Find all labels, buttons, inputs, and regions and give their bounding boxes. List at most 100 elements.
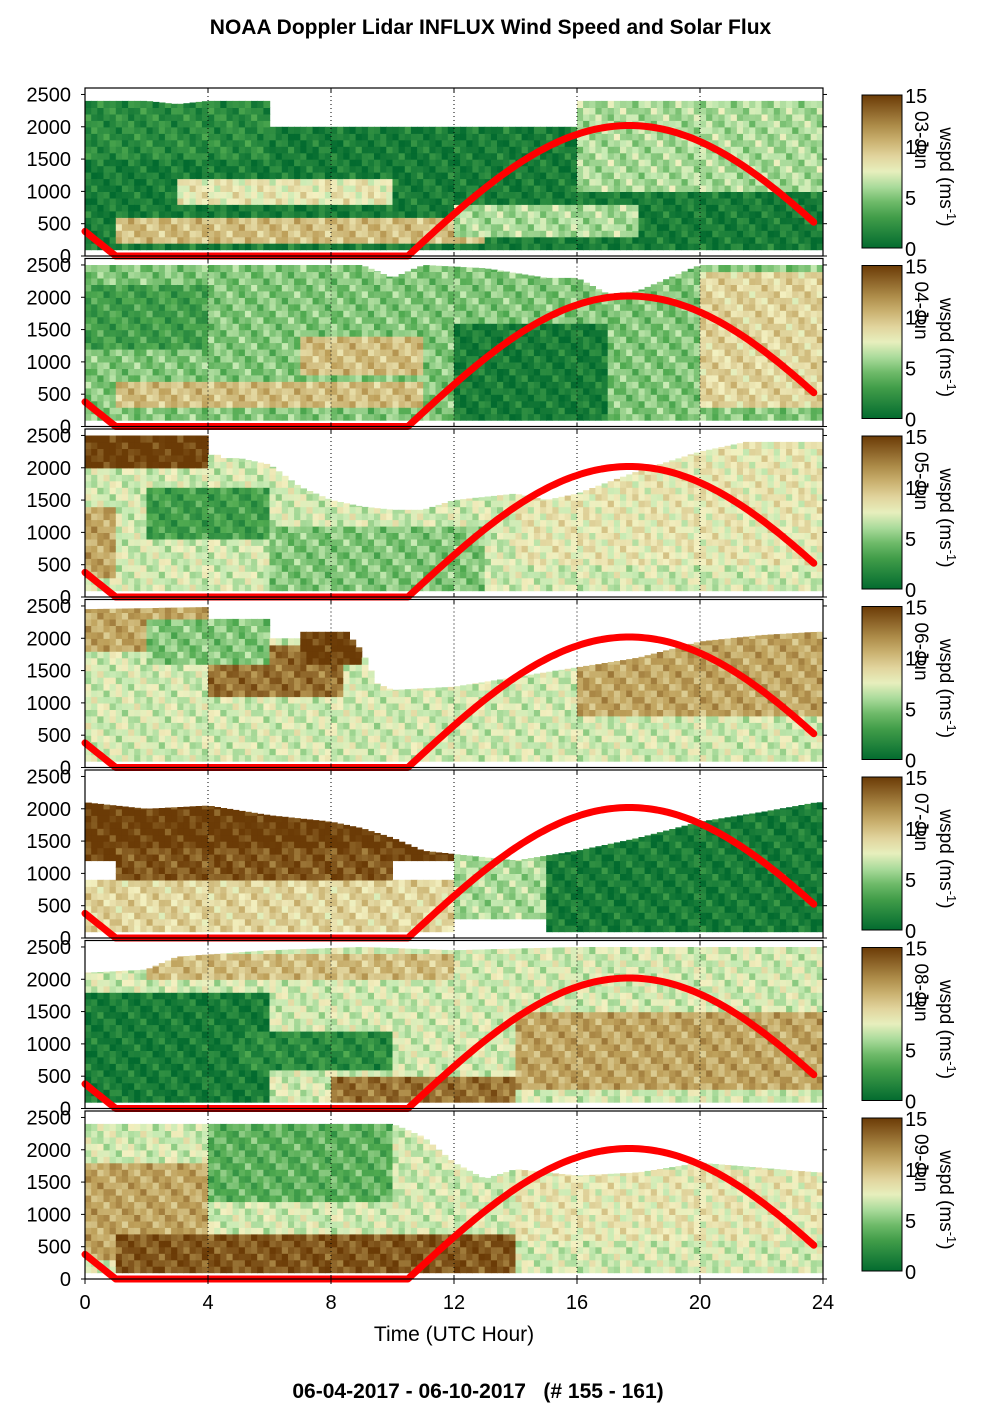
- wind-speed-cell: [558, 159, 566, 167]
- wind-speed-cell: [146, 159, 154, 167]
- wind-speed-cell: [288, 349, 295, 357]
- wind-speed-cell: [140, 133, 148, 141]
- wind-speed-cell: [238, 394, 246, 402]
- wind-speed-cell: [521, 342, 529, 350]
- wind-speed-cell: [540, 204, 547, 212]
- wind-speed-cell: [656, 374, 664, 382]
- wind-speed-cell: [693, 165, 701, 173]
- wind-speed-cell: [251, 323, 258, 331]
- wind-speed-cell: [497, 297, 504, 305]
- wind-speed-cell: [798, 113, 806, 121]
- wind-speed-cell: [195, 146, 203, 154]
- wind-speed-cell: [232, 191, 240, 199]
- wind-speed-cell: [712, 407, 719, 415]
- wind-speed-cell: [195, 316, 203, 324]
- wind-speed-cell: [706, 387, 713, 395]
- wind-speed-cell: [607, 368, 615, 376]
- wind-speed-cell: [109, 290, 117, 298]
- wind-speed-cell: [570, 165, 578, 173]
- wind-speed-cell: [343, 374, 350, 382]
- wind-speed-cell: [601, 323, 609, 331]
- wind-speed-cell: [226, 387, 234, 395]
- wind-speed-cell: [189, 204, 197, 212]
- wind-speed-cell: [454, 355, 461, 363]
- wind-speed-cell: [355, 243, 363, 251]
- wind-speed-cell: [195, 191, 203, 199]
- wind-speed-cell: [675, 361, 683, 369]
- wind-speed-cell: [484, 284, 492, 292]
- wind-speed-cell: [472, 277, 480, 285]
- wind-speed-cell: [712, 139, 719, 147]
- wind-speed-cell: [263, 368, 271, 376]
- wind-speed-cell: [300, 178, 307, 186]
- wind-speed-cell: [669, 329, 676, 337]
- wind-speed-cell: [804, 184, 812, 192]
- wind-speed-cell: [527, 284, 535, 292]
- wind-speed-cell: [577, 279, 584, 285]
- wind-speed-cell: [454, 271, 461, 279]
- wind-speed-cell: [540, 230, 547, 238]
- wind-speed-cell: [601, 361, 609, 369]
- wind-speed-cell: [324, 277, 332, 285]
- wind-speed-cell: [251, 159, 258, 167]
- wind-speed-cell: [736, 113, 744, 121]
- wind-speed-cell: [632, 191, 639, 199]
- wind-speed-cell: [693, 400, 701, 408]
- wind-speed-cell: [91, 413, 98, 421]
- wind-speed-cell: [429, 265, 437, 272]
- wind-speed-cell: [263, 361, 271, 369]
- wind-speed-cell: [257, 197, 264, 205]
- wind-speed-cell: [454, 407, 461, 415]
- wind-speed-cell: [324, 407, 332, 415]
- wind-speed-cell: [626, 316, 633, 324]
- wind-speed-cell: [201, 184, 209, 192]
- wind-speed-cell: [546, 223, 553, 231]
- wind-speed-cell: [410, 159, 418, 167]
- wind-speed-cell: [331, 191, 338, 199]
- wind-speed-cell: [97, 133, 105, 141]
- wind-speed-cell: [404, 152, 412, 160]
- wind-speed-cell: [85, 297, 92, 305]
- wind-speed-cell: [201, 277, 209, 285]
- wind-speed-cell: [663, 217, 670, 225]
- wind-speed-cell: [331, 413, 338, 421]
- wind-speed-cell: [312, 413, 320, 421]
- wind-speed-cell: [724, 159, 732, 167]
- wind-speed-cell: [478, 146, 486, 154]
- wind-speed-cell: [687, 139, 695, 147]
- wind-speed-cell: [441, 165, 449, 173]
- wind-speed-cell: [472, 271, 480, 279]
- wind-speed-cell: [214, 139, 221, 147]
- wind-speed-cell: [343, 290, 350, 298]
- wind-speed-cell: [447, 394, 455, 402]
- wind-speed-cell: [269, 336, 277, 344]
- wind-speed-cell: [238, 165, 246, 173]
- wind-speed-cell: [435, 316, 443, 324]
- wind-speed-cell: [392, 316, 400, 324]
- wind-speed-cell: [140, 210, 148, 218]
- wind-speed-cell: [620, 204, 627, 212]
- wind-speed-cell: [490, 297, 498, 305]
- wind-speed-cell: [540, 217, 547, 225]
- wind-speed-cell: [140, 191, 148, 199]
- wind-speed-cell: [337, 223, 344, 231]
- wind-speed-cell: [503, 178, 510, 186]
- wind-speed-cell: [638, 394, 646, 402]
- wind-speed-cell: [570, 336, 578, 344]
- wind-speed-cell: [189, 172, 197, 180]
- wind-speed-cell: [755, 113, 763, 121]
- chart-title: NOAA Doppler Lidar INFLUX Wind Speed and…: [209, 16, 772, 39]
- wind-speed-cell: [115, 184, 123, 192]
- wind-speed-cell: [398, 236, 406, 244]
- wind-speed-cell: [712, 355, 719, 363]
- wind-speed-cell: [613, 100, 621, 108]
- wind-speed-cell: [226, 413, 234, 421]
- wind-speed-cell: [552, 374, 560, 382]
- wind-speed-cell: [558, 407, 566, 415]
- wind-speed-cell: [355, 303, 363, 311]
- wind-speed-cell: [164, 297, 172, 305]
- wind-speed-cell: [343, 265, 350, 273]
- wind-speed-cell: [195, 394, 203, 402]
- wind-speed-cell: [103, 120, 111, 128]
- wind-speed-cell: [669, 100, 676, 108]
